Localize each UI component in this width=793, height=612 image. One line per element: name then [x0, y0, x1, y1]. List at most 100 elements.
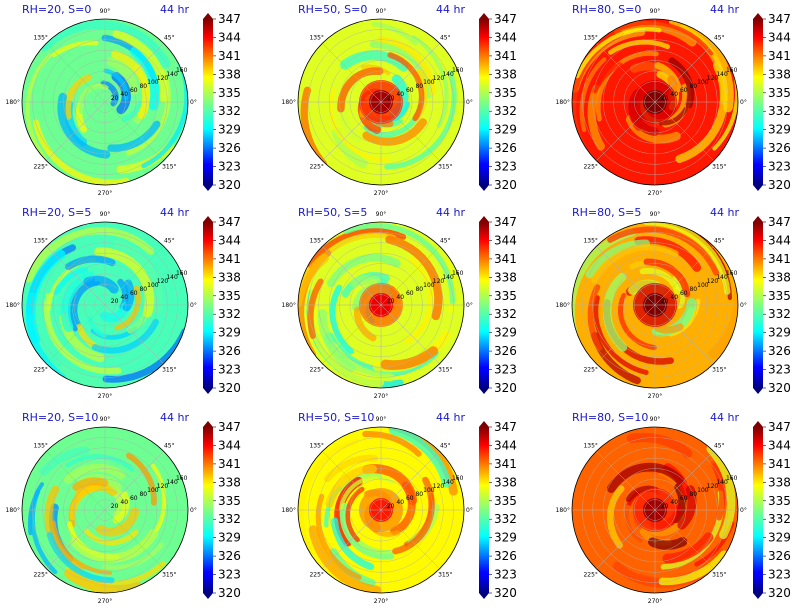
spiral-band: [338, 475, 395, 511]
colorbar-tick-label: 338: [218, 270, 241, 284]
spiral-band: [325, 464, 378, 508]
panel-title: RH=20, S=0: [22, 3, 91, 16]
radial-tick-label: 160: [726, 475, 738, 482]
radial-tick-label: 140: [166, 71, 178, 78]
radial-tick-label: 40: [120, 91, 128, 98]
angle-tick-label: 45°: [440, 238, 451, 245]
spiral-band: [592, 62, 623, 94]
colorbar-extend-max: [479, 13, 489, 19]
radial-tick-label: 140: [716, 274, 728, 281]
radial-tick-label: 60: [130, 290, 138, 297]
grid-spoke: [46, 509, 106, 569]
spiral-band: [587, 84, 605, 151]
angle-tick-label: 45°: [440, 443, 451, 450]
spiral-band: [122, 279, 135, 312]
spiral-band: [308, 525, 382, 593]
colorbar-tick-label: 344: [218, 30, 241, 44]
radial-tick-label: 20: [387, 95, 395, 102]
colorbar-tick-label: 344: [494, 438, 517, 452]
colorbar: 347 344 341 338 335 332 329 326 323 320: [753, 215, 791, 395]
spiral-band: [103, 68, 129, 101]
spiral-band: [342, 222, 456, 305]
panel-title: RH=20, S=10: [22, 411, 98, 424]
angle-tick-label: 180°: [556, 99, 570, 106]
colorbar-tick-label: 347: [218, 12, 241, 26]
angle-tick-label: 135°: [33, 238, 47, 245]
grid-spoke: [322, 304, 382, 364]
colorbar-tick-label: 344: [494, 233, 517, 247]
spiral-band: [643, 222, 731, 295]
angle-tick-label: 270°: [648, 598, 662, 605]
spiral-band: [329, 284, 354, 355]
grid-spoke: [654, 509, 714, 569]
polar-frame: [571, 426, 739, 594]
colorbar-tick-label: 338: [768, 67, 791, 81]
radial-tick-label: 100: [423, 79, 435, 86]
polar-grid: [21, 426, 189, 594]
colorbar-tick-label: 320: [494, 178, 517, 192]
angle-tick-label: 90°: [376, 416, 387, 423]
angle-tick-label: 315°: [438, 571, 452, 578]
grid-spoke: [596, 43, 656, 103]
spiral-band: [95, 507, 140, 537]
angle-tick-label: 45°: [714, 238, 725, 245]
spiral-band: [130, 46, 160, 111]
spiral-band: [654, 323, 684, 334]
colorbar-tick-label: 320: [768, 381, 791, 395]
spiral-band: [575, 27, 662, 79]
colorbar: 347 344 341 338 335 332 329 326 323 320: [753, 12, 791, 192]
radial-tick-label: 60: [130, 87, 138, 94]
radial-tick-label: 40: [670, 294, 678, 301]
spiral-band: [593, 295, 649, 375]
radial-tick-label: 100: [147, 487, 159, 494]
polar-frame: [297, 18, 465, 186]
radial-tick-label: 80: [415, 286, 423, 293]
colorbar-extend-min: [203, 185, 213, 191]
colorbar-tick-label: 344: [494, 30, 517, 44]
colorbar-extend-max: [479, 421, 489, 427]
colorbar-tick-label: 326: [218, 549, 241, 563]
colorbar-tick-label: 338: [494, 270, 517, 284]
angle-tick-label: 315°: [712, 163, 726, 170]
spiral-band: [114, 285, 141, 331]
colorbar: 347 344 341 338 335 332 329 326 323 320: [753, 420, 791, 600]
colorbar-gradient: [203, 222, 213, 388]
spiral-band: [91, 318, 159, 354]
colorbar-tick-label: 323: [768, 568, 791, 582]
colorbar-extend-min: [479, 388, 489, 394]
radial-tick-label: 20: [111, 95, 119, 102]
spiral-band: [411, 35, 449, 128]
polar-grid: [21, 18, 189, 186]
spiral-band: [25, 227, 155, 283]
angle-tick-label: 0°: [740, 507, 747, 514]
radial-tick-label: 140: [442, 71, 454, 78]
spiral-band: [329, 88, 390, 163]
radial-tick-label: 20: [387, 503, 395, 510]
colorbar-gradient: [753, 19, 763, 185]
colorbar-tick-label: 326: [494, 344, 517, 358]
colorbar-tick-label: 335: [218, 289, 241, 303]
spiral-band: [298, 253, 329, 308]
spiral-band: [639, 267, 681, 295]
grid-spoke: [46, 43, 106, 103]
grid-spoke: [322, 43, 382, 103]
radial-tick-label: 20: [387, 298, 395, 305]
polar-grid: [571, 221, 739, 389]
spiral-band: [345, 486, 365, 543]
spiral-band: [708, 282, 738, 359]
colorbar-tick-label: 320: [218, 586, 241, 600]
grid-spoke: [654, 451, 714, 511]
colorbar-tick-label: 347: [768, 420, 791, 434]
spiral-band: [307, 278, 324, 339]
spiral-band: [111, 50, 151, 119]
colorbar-gradient: [479, 19, 489, 185]
angle-tick-label: 0°: [466, 99, 473, 106]
colorbar-tick-label: 329: [494, 531, 517, 545]
colorbar-tick-label: 332: [218, 104, 241, 118]
panel-title: RH=80, S=5: [572, 206, 641, 219]
colorbar-tick-label: 332: [494, 307, 517, 321]
spiral-band: [64, 569, 143, 593]
